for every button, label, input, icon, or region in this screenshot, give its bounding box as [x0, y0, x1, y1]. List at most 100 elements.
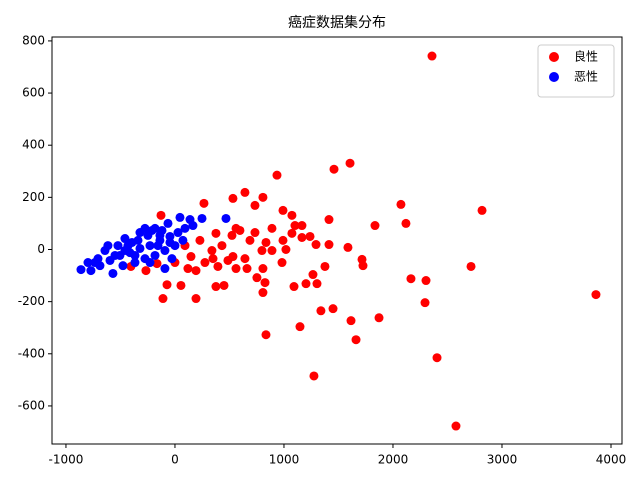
point: [163, 218, 173, 228]
point: [140, 223, 150, 233]
point: [110, 250, 120, 260]
point: [261, 330, 271, 340]
y-tick-label: -600: [18, 398, 45, 412]
x-tick-label: 2000: [378, 453, 409, 467]
point: [277, 258, 287, 268]
point: [135, 243, 145, 253]
y-tick-label: 0: [37, 242, 45, 256]
point: [257, 246, 267, 256]
point: [261, 237, 271, 247]
point: [591, 290, 601, 300]
point: [287, 228, 297, 238]
point: [158, 294, 168, 304]
point: [133, 235, 143, 245]
point: [152, 259, 162, 269]
point: [145, 241, 155, 251]
point: [451, 421, 461, 431]
point: [316, 306, 326, 316]
point: [186, 252, 196, 262]
point: [178, 235, 188, 245]
point: [228, 193, 238, 203]
point: [188, 221, 198, 231]
point: [267, 246, 277, 256]
point: [227, 230, 237, 240]
point: [211, 228, 221, 238]
point: [165, 237, 175, 247]
point: [150, 250, 160, 260]
point: [324, 215, 334, 225]
point: [90, 258, 100, 268]
point: [213, 261, 223, 271]
point: [308, 270, 318, 280]
point: [160, 264, 170, 274]
point: [477, 205, 487, 215]
point: [305, 231, 315, 241]
point: [191, 266, 201, 276]
point: [401, 218, 411, 228]
point: [427, 51, 437, 61]
legend-marker: [549, 72, 559, 82]
point: [396, 199, 406, 209]
point: [223, 255, 233, 265]
point: [120, 234, 130, 244]
point: [245, 235, 255, 245]
point: [328, 304, 338, 314]
point: [108, 268, 118, 278]
point: [421, 276, 431, 286]
chart-title: 癌症数据集分布: [288, 14, 386, 31]
point: [191, 294, 201, 304]
point: [76, 265, 86, 275]
legend-marker: [549, 52, 559, 62]
point: [217, 241, 227, 251]
x-tick-label: 3000: [487, 453, 518, 467]
point: [173, 228, 183, 238]
point: [289, 282, 299, 292]
point: [345, 158, 355, 168]
point: [175, 212, 185, 222]
point: [180, 223, 190, 233]
point: [147, 225, 157, 235]
point: [258, 264, 268, 274]
point: [250, 228, 260, 238]
y-tick-label: -200: [18, 294, 45, 308]
y-tick-label: -400: [18, 346, 45, 360]
point: [155, 230, 165, 240]
point: [207, 246, 217, 256]
point: [309, 371, 319, 381]
point: [183, 264, 193, 274]
point: [250, 200, 260, 210]
y-tick-label: 800: [22, 33, 45, 47]
point: [219, 280, 229, 290]
point: [297, 221, 307, 231]
point: [221, 213, 231, 223]
legend-label: 良性: [574, 49, 598, 64]
point: [329, 164, 339, 174]
y-tick-label: 400: [22, 138, 45, 152]
point: [287, 210, 297, 220]
point: [200, 258, 210, 268]
point: [240, 254, 250, 264]
point: [420, 298, 430, 308]
point: [260, 278, 270, 288]
point: [258, 192, 268, 202]
point: [231, 264, 241, 274]
point: [324, 240, 334, 250]
point: [130, 250, 140, 260]
point: [370, 221, 380, 231]
point: [272, 170, 282, 180]
point: [301, 279, 311, 289]
point: [145, 258, 155, 268]
point: [343, 242, 353, 252]
point: [258, 288, 268, 298]
point: [432, 353, 442, 363]
point: [83, 258, 93, 268]
point: [295, 322, 305, 332]
point: [351, 335, 361, 345]
point: [113, 241, 123, 251]
point: [297, 233, 307, 243]
point: [231, 223, 241, 233]
x-tick-label: 4000: [596, 453, 627, 467]
point: [406, 274, 416, 284]
point: [130, 258, 140, 268]
point: [199, 198, 209, 208]
